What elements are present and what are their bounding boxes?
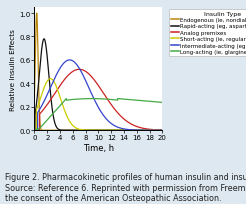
Y-axis label: Relative Insulin Effects: Relative Insulin Effects	[10, 29, 16, 110]
Legend: Endogenous (ie, nondiabetic), Rapid-acting (eg, aspart lispro), Analog premixes,: Endogenous (ie, nondiabetic), Rapid-acti…	[169, 10, 246, 57]
X-axis label: Time, h: Time, h	[83, 143, 114, 152]
Text: Figure 2. Pharmacokinetic profiles of human insulin and insulin analogs.
Source:: Figure 2. Pharmacokinetic profiles of hu…	[5, 172, 246, 202]
